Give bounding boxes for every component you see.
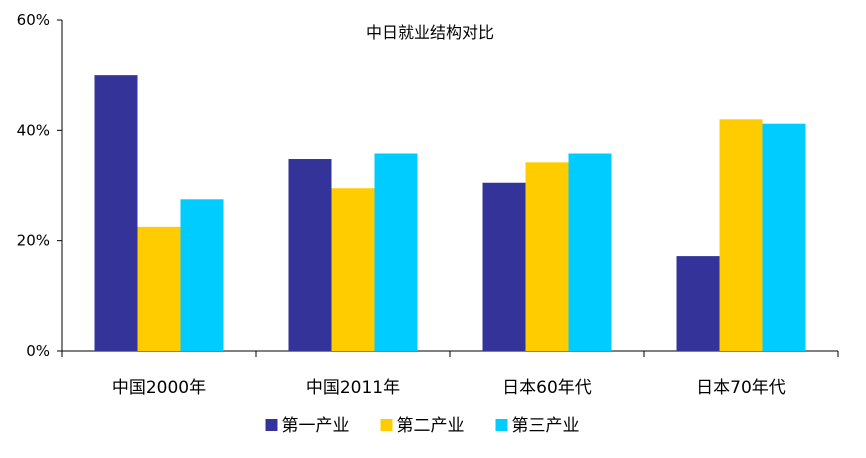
- legend-swatch: [265, 419, 278, 431]
- x-category-label: 日本60年代: [502, 378, 592, 398]
- bar: [762, 123, 806, 351]
- bar: [94, 75, 138, 352]
- chart-title: 中日就业结构对比: [366, 23, 494, 42]
- x-axis: 中国2000年 中国2011年 日本60年代 日本70年代: [61, 350, 839, 398]
- y-tick-label: 40%: [17, 121, 50, 139]
- legend-swatch: [380, 419, 393, 431]
- x-category-label: 日本70年代: [696, 378, 786, 398]
- bar: [331, 188, 375, 351]
- y-tick-label: 0%: [26, 342, 50, 360]
- bars: [94, 75, 806, 352]
- legend-label: 第二产业: [397, 416, 465, 436]
- legend-label: 第一产业: [282, 416, 350, 436]
- y-axis: 0% 20% 40% 60%: [17, 11, 63, 360]
- y-tick-label: 60%: [17, 11, 50, 29]
- legend-label: 第三产业: [512, 416, 580, 436]
- bar: [374, 153, 418, 351]
- bar: [719, 119, 763, 351]
- bar: [676, 256, 720, 351]
- x-category-label: 中国2011年: [306, 378, 400, 398]
- legend: 第一产业 第二产业 第三产业: [265, 416, 580, 436]
- bar: [482, 182, 526, 351]
- x-category-label: 中国2000年: [112, 378, 206, 398]
- bar: [568, 153, 612, 351]
- bar: [137, 226, 181, 351]
- y-tick-label: 20%: [17, 232, 50, 250]
- bar: [288, 159, 332, 351]
- bar: [525, 162, 569, 351]
- legend-swatch: [495, 419, 508, 431]
- bar: [180, 199, 224, 351]
